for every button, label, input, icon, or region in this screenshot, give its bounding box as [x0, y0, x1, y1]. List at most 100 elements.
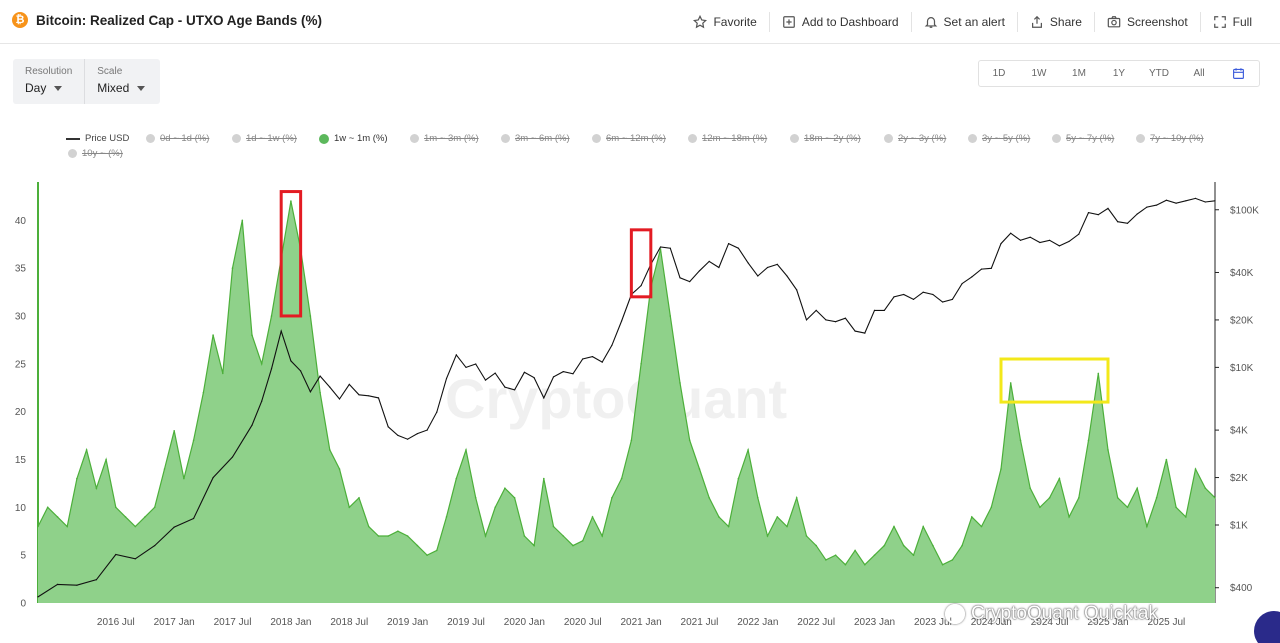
band-point — [941, 563, 944, 566]
price-point — [1068, 240, 1070, 242]
band-point — [37, 525, 39, 528]
price-point — [173, 526, 175, 528]
band-point — [474, 497, 477, 499]
share-icon — [1031, 15, 1042, 28]
price-point — [231, 456, 234, 458]
price-point — [562, 371, 564, 373]
range-1d-button[interactable]: 1D — [992, 68, 1006, 79]
price-point — [698, 270, 701, 272]
price-point — [475, 363, 477, 365]
price-point — [338, 398, 341, 400]
price-point — [942, 301, 944, 303]
price-point — [193, 517, 195, 520]
price-point — [883, 309, 885, 311]
range-1y-button[interactable]: 1Y — [1112, 68, 1126, 79]
price-point — [368, 395, 370, 397]
price-point — [426, 429, 428, 431]
legend-item-band[interactable]: 18m ~ 2y (%) — [790, 133, 861, 144]
price-point — [971, 276, 973, 278]
band-point — [1194, 468, 1197, 470]
band-point — [290, 200, 292, 202]
band-point — [1214, 497, 1216, 499]
scale-label: Scale — [97, 66, 123, 77]
right-tick-label: $40K — [1230, 268, 1254, 279]
legend-item-band[interactable]: 1m ~ 3m (%) — [410, 133, 479, 144]
set-alert-label: Set an alert — [943, 15, 1005, 29]
fullscreen-button[interactable]: Full — [1199, 12, 1264, 32]
scale-select[interactable]: Scale Mixed — [84, 59, 157, 104]
left-tick-label: 20 — [15, 407, 27, 418]
price-point — [543, 397, 545, 399]
legend-item-band[interactable]: 10y ~ (%) — [68, 148, 123, 159]
legend-item-band[interactable]: 7y ~ 10y (%) — [1136, 133, 1204, 144]
price-point — [1175, 202, 1177, 204]
band-point — [961, 544, 963, 547]
price-point — [1165, 199, 1167, 201]
band-point — [737, 477, 740, 480]
band-point — [445, 516, 448, 518]
range-1m-button[interactable]: 1M — [1072, 68, 1086, 79]
right-tick-label: $10K — [1230, 363, 1254, 374]
band-point — [426, 554, 428, 556]
price-point — [1194, 197, 1197, 199]
band-point — [329, 449, 331, 451]
share-button[interactable]: Share — [1016, 12, 1094, 32]
band-point — [1048, 497, 1051, 499]
range-all-button[interactable]: All — [1193, 68, 1205, 79]
favorite-button[interactable]: Favorite — [681, 12, 768, 32]
dashboard-add-icon — [782, 16, 795, 28]
price-point — [504, 386, 506, 388]
title-wrap: ₿ Bitcoin: Realized Cap - UTXO Age Bands… — [12, 12, 322, 28]
price-point — [757, 275, 759, 277]
price-point — [1214, 200, 1216, 202]
legend-dot-icon — [1052, 134, 1061, 143]
resolution-value-wrap: Day — [25, 81, 72, 95]
chevron-down-icon — [137, 85, 146, 91]
range-1w-button[interactable]: 1W — [1031, 68, 1047, 79]
band-point — [1116, 497, 1119, 499]
legend-item-band[interactable]: 2y ~ 3y (%) — [884, 133, 946, 144]
price-point — [436, 411, 438, 413]
legend-item-band[interactable]: 3m ~ 6m (%) — [501, 133, 570, 144]
price-point — [980, 268, 983, 270]
legend-item-band[interactable]: 0d ~ 1d (%) — [146, 133, 209, 144]
legend-dot-icon — [68, 149, 77, 158]
x-tick-label: 2021 Jan — [621, 617, 662, 628]
screenshot-button[interactable]: Screenshot — [1093, 12, 1200, 32]
legend-item-band[interactable]: 12m ~ 18m (%) — [688, 133, 767, 144]
band-point — [533, 544, 535, 547]
band-point — [397, 530, 399, 532]
legend-item-price[interactable]: Price USD — [66, 133, 129, 144]
price-point — [844, 317, 847, 319]
calendar-button[interactable] — [1219, 67, 1257, 80]
band-point — [241, 219, 244, 222]
legend-item-band[interactable]: 6m ~ 12m (%) — [592, 133, 666, 144]
band-point — [309, 315, 312, 317]
chart-svg[interactable]: CryptoQuant 0 5 10 15 20 25 30 35 40 $400 $1K $2K $4… — [0, 175, 1280, 643]
band-point — [523, 535, 526, 537]
x-tick-label: 2018 Jul — [330, 617, 368, 628]
legend-item-band[interactable]: 1d ~ 1w (%) — [232, 133, 297, 144]
add-to-dashboard-button[interactable]: Add to Dashboard — [768, 12, 911, 32]
legend-label: 18m ~ 2y (%) — [804, 133, 861, 144]
legend-item-band[interactable]: 5y ~ 7y (%) — [1052, 133, 1114, 144]
set-alert-button[interactable]: Set an alert — [910, 12, 1017, 32]
camera-icon — [1107, 16, 1121, 28]
band-point — [406, 535, 409, 537]
legend-item-band-active[interactable]: 1w ~ 1m (%) — [319, 133, 388, 144]
legend-item-band[interactable]: 3y ~ 5y (%) — [968, 133, 1030, 144]
band-point — [1078, 497, 1080, 499]
price-point — [270, 368, 273, 370]
band-point — [1107, 449, 1109, 451]
highlight-box-red — [279, 190, 303, 318]
left-tick-label: 5 — [20, 551, 26, 562]
band-point — [163, 468, 166, 470]
range-ytd-button[interactable]: YTD — [1149, 68, 1169, 79]
footer-watermark-text: CryptoQuant Quicktak — [971, 603, 1158, 624]
x-tick-label: 2020 Jul — [564, 617, 602, 628]
resolution-select[interactable]: Resolution Day — [13, 59, 84, 104]
band-point — [572, 544, 574, 547]
left-tick-label: 40 — [15, 216, 27, 227]
price-point — [523, 371, 526, 373]
price-point — [358, 394, 360, 396]
